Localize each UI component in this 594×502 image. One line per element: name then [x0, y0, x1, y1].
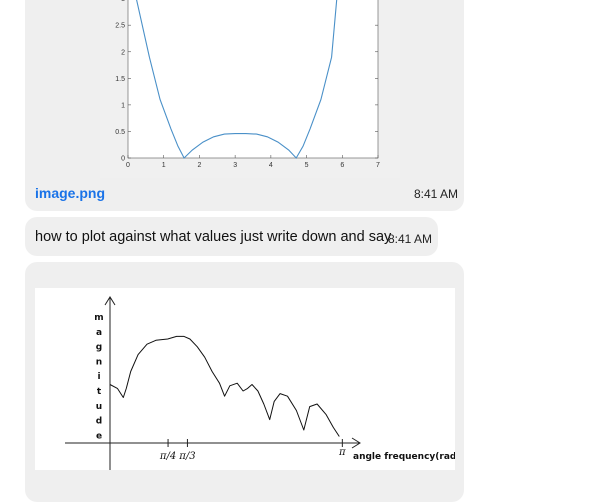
- x-tick-label: 0: [126, 162, 130, 169]
- y-tick-label: 2: [121, 49, 125, 56]
- x-tick-label: 2: [197, 162, 201, 169]
- ylabel-letter: e: [96, 431, 102, 441]
- y-tick-label: 0.5: [115, 129, 125, 136]
- y-tick-label: 0: [121, 156, 125, 163]
- y-tick-label: 1: [121, 102, 125, 109]
- ylabel-letter: d: [96, 417, 102, 427]
- x-tick-label: 7: [376, 162, 380, 169]
- x-tick-label: π: [338, 447, 346, 458]
- y-tick-label: 2.5: [115, 23, 125, 30]
- y-tick-label: 3: [121, 0, 125, 3]
- text-message-bubble: [25, 217, 438, 256]
- ylabel-letter: t: [97, 387, 102, 397]
- ylabel-letter: u: [96, 402, 102, 412]
- x-tick-label: 3: [233, 162, 237, 169]
- x-tick-label: 5: [305, 162, 309, 169]
- plot-2-series-line: [109, 335, 340, 437]
- ylabel-letter: m: [94, 313, 103, 323]
- attachment-filename-link[interactable]: image.png: [35, 185, 106, 201]
- y-tick-label: 1.5: [115, 76, 125, 83]
- plot-1-svg: 0 1 2 3 4 5 6 7 0 0.5 1 1.5 2 2.5 3: [115, 0, 380, 169]
- x-axis-arrow: [351, 437, 361, 449]
- y-axis-arrow: [104, 296, 116, 306]
- ylabel-letter: n: [96, 357, 102, 367]
- ylabel-letter: a: [96, 328, 102, 338]
- message-timestamp: 8:41 AM: [414, 187, 459, 201]
- x-tick-label: π/3: [178, 451, 195, 462]
- ylabel-letter: g: [96, 343, 102, 353]
- message-text: how to plot against what values just wri…: [35, 229, 392, 245]
- x-tick-label: 1: [162, 162, 166, 169]
- plot-1-axes-box: [127, 0, 379, 159]
- x-tick-label: 6: [340, 162, 344, 169]
- attached-sketch-image[interactable]: m a g n i t u d e π/4 π/3 π angle frequency(rad): [35, 288, 455, 470]
- message-timestamp: 8:41 AM: [388, 232, 433, 246]
- x-axis-label: angle frequency(rad): [353, 452, 455, 462]
- attached-plot-image[interactable]: 0 1 2 3 4 5 6 7 0 0.5 1 1.5 2 2.5 3: [100, 0, 400, 178]
- x-tick-label: 4: [269, 162, 273, 169]
- plot-1-series-line: [136, 0, 338, 159]
- ylabel-letter: i: [97, 372, 100, 382]
- x-tick-label: π/4: [159, 451, 176, 462]
